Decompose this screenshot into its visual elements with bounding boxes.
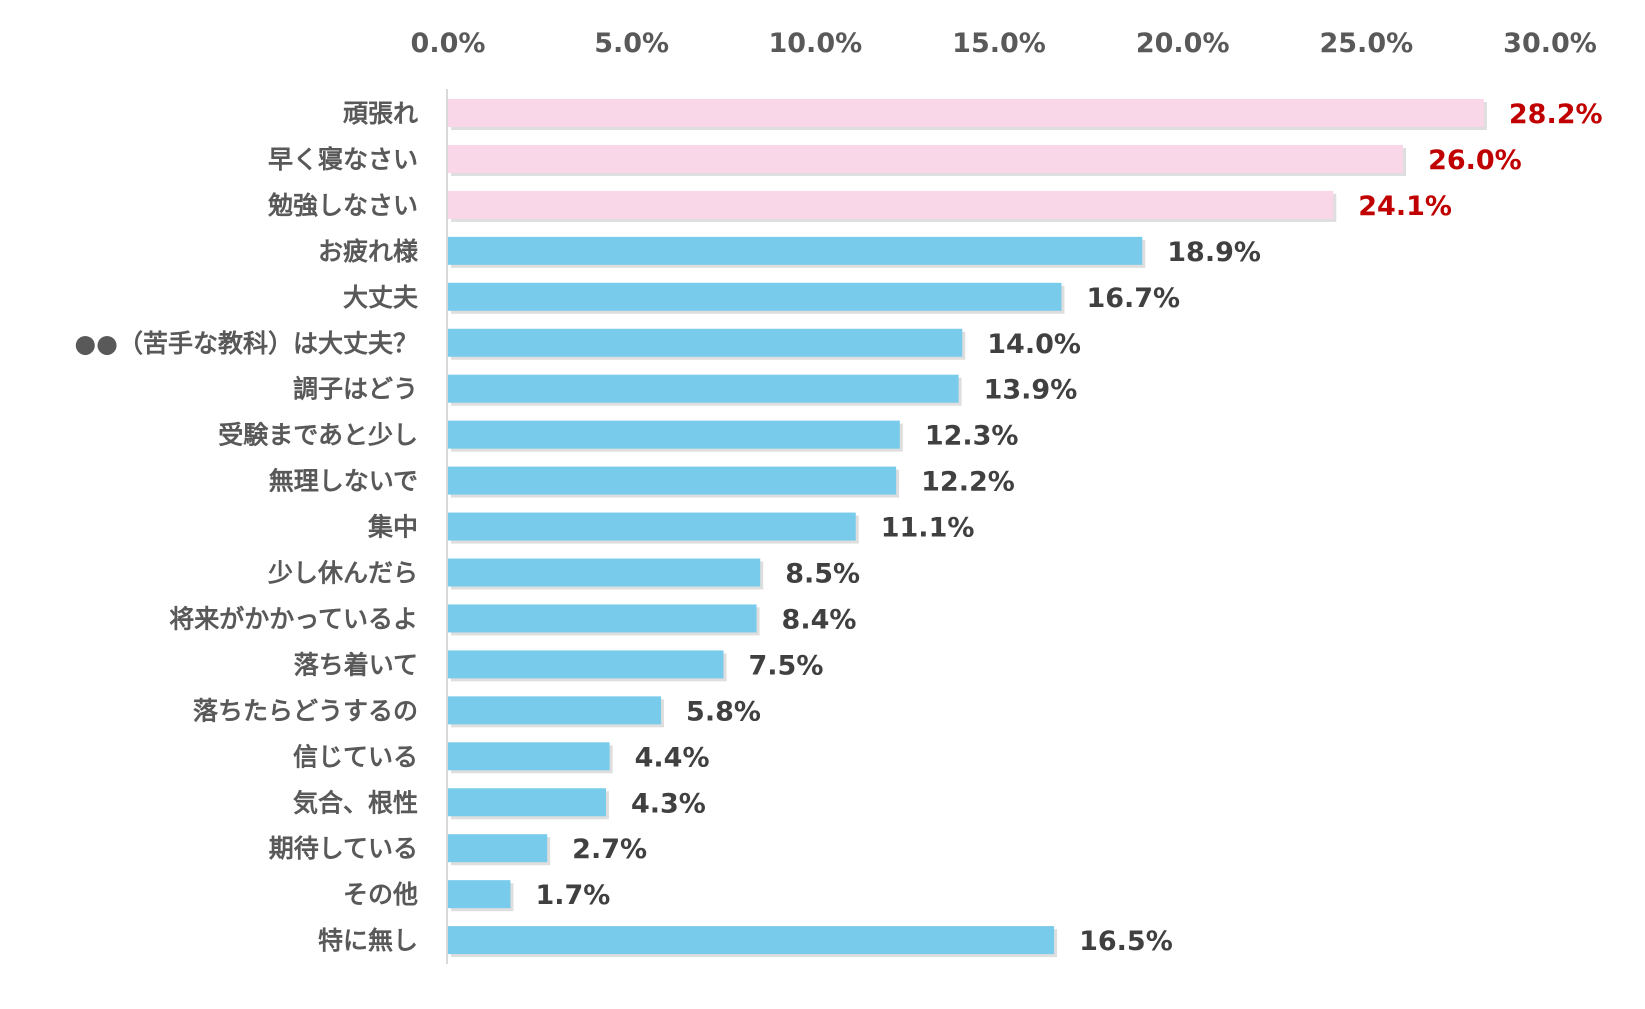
bar <box>448 512 856 541</box>
category-label: 無理しないで <box>269 467 418 496</box>
x-tick-label: 15.0% <box>952 28 1046 59</box>
bar <box>448 190 1334 219</box>
category-label: 調子はどう <box>293 375 418 404</box>
category-label: その他 <box>343 880 418 909</box>
value-label: 7.5% <box>749 650 824 681</box>
bar <box>448 466 897 495</box>
bar <box>448 374 959 403</box>
category-label: 勉強しなさい <box>267 191 418 220</box>
category-label: 早く寝なさい <box>268 145 418 174</box>
value-label: 4.4% <box>635 742 710 773</box>
bar <box>448 742 610 771</box>
x-tick-label: 25.0% <box>1319 28 1413 59</box>
value-label: 13.9% <box>984 375 1078 406</box>
x-axis-ticks: 0.0% 5.0% 10.0% 15.0% 20.0% 25.0% 30.0% <box>411 28 1597 59</box>
category-label: 受験まであと少し <box>218 421 418 450</box>
bar <box>448 696 662 725</box>
value-label: 16.5% <box>1079 926 1173 957</box>
bar <box>448 328 963 357</box>
value-label: 12.2% <box>921 467 1015 498</box>
bar <box>448 144 1404 173</box>
bar <box>448 650 724 679</box>
bar <box>448 880 511 909</box>
value-label: 1.7% <box>535 880 610 911</box>
value-label: 28.2% <box>1509 99 1603 130</box>
category-label: 特に無し <box>318 926 418 955</box>
x-tick-label: 0.0% <box>411 28 486 59</box>
value-label: 18.9% <box>1167 237 1261 268</box>
bar <box>448 834 548 863</box>
category-label: 期待している <box>269 834 418 863</box>
category-label: 気合、根性 <box>293 788 418 817</box>
bar <box>448 926 1055 955</box>
x-tick-label: 30.0% <box>1503 28 1597 59</box>
category-label: 集中 <box>367 513 418 542</box>
bar <box>448 282 1062 311</box>
value-label: 8.4% <box>782 604 857 635</box>
bars <box>448 99 1487 958</box>
value-label: 11.1% <box>881 513 975 544</box>
category-label: ●●（苦手な教科）は大丈夫？ <box>74 329 418 358</box>
x-tick-label: 20.0% <box>1136 28 1230 59</box>
x-tick-label: 5.0% <box>594 28 669 59</box>
value-label: 2.7% <box>572 834 647 865</box>
value-label: 16.7% <box>1086 283 1180 314</box>
bar <box>448 558 761 587</box>
bar <box>448 420 900 449</box>
value-label: 26.0% <box>1428 145 1522 176</box>
value-label: 24.1% <box>1358 191 1452 222</box>
category-label: 頑張れ <box>343 99 418 128</box>
value-label: 5.8% <box>686 696 761 727</box>
category-label: 落ち着いて <box>294 650 418 679</box>
value-label: 4.3% <box>631 788 706 819</box>
category-label: 大丈夫 <box>343 283 419 312</box>
value-labels: 28.2% 26.0% 24.1% 18.9% 16.7%14.0% 13.9% 12.3%… <box>535 99 1602 957</box>
x-tick-label: 10.0% <box>768 28 862 59</box>
category-label: 信じている <box>293 742 418 771</box>
value-label: 12.3% <box>925 421 1019 452</box>
category-label: 将来がかかっているよ <box>169 604 418 633</box>
bar <box>448 788 606 817</box>
bar <box>448 236 1143 265</box>
value-label: 8.5% <box>785 559 860 590</box>
category-label: 少し休んだら <box>267 559 418 588</box>
category-label: お疲れ様 <box>318 237 419 266</box>
bar <box>448 99 1484 127</box>
bar <box>448 604 757 633</box>
category-label: 落ちたらどうするの <box>193 696 418 725</box>
value-label: 14.0% <box>987 329 1081 360</box>
